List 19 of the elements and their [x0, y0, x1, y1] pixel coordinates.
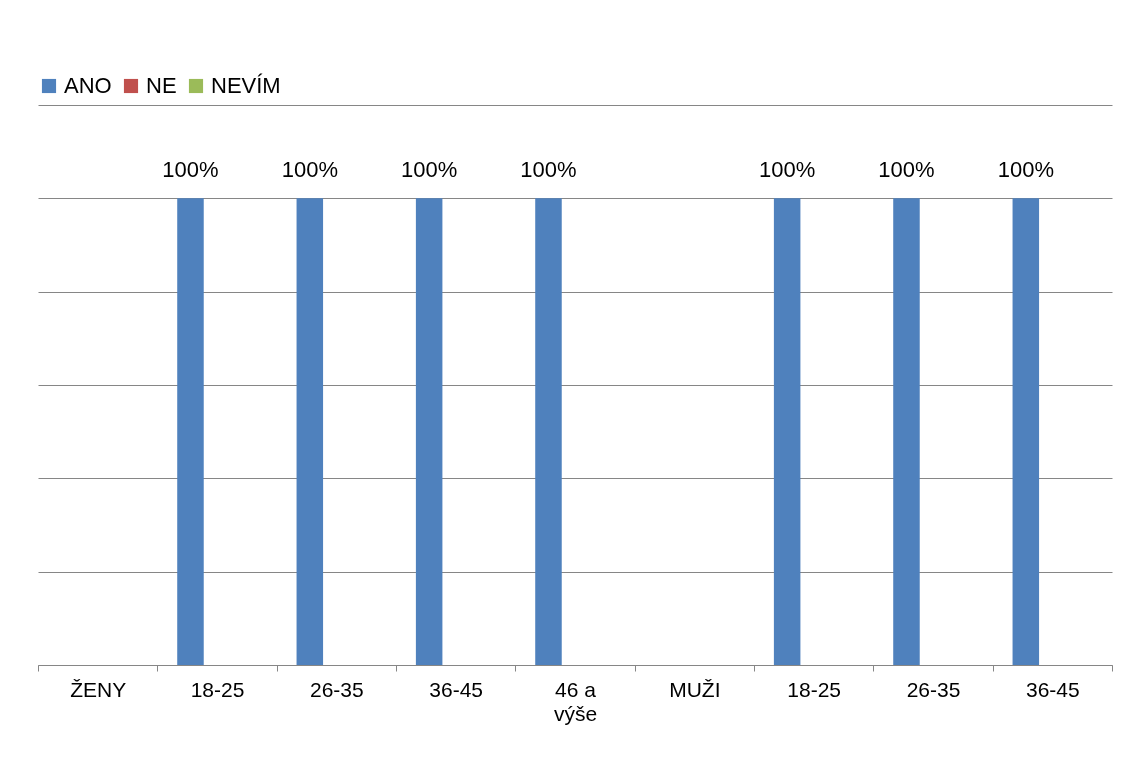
x-tick-label: 46 a výše	[553, 677, 598, 725]
x-tick-label: 26-35	[906, 677, 961, 701]
x-tick-label: 18-25	[190, 677, 245, 701]
data-label: 100%	[162, 157, 219, 183]
data-label: 100%	[401, 157, 458, 183]
x-tick-label: MUŽI	[669, 677, 721, 701]
data-label: 100%	[759, 157, 816, 183]
x-tick-label: 36-45	[1025, 677, 1080, 701]
x-tick-label: 18-25	[787, 677, 842, 701]
x-tick-label: 26-35	[309, 677, 364, 701]
data-label: 100%	[878, 157, 935, 183]
x-tick-label: 36-45	[429, 677, 484, 701]
legend-label: NE	[146, 73, 177, 98]
legend-label: NEVÍM	[211, 73, 281, 98]
data-label: 100%	[281, 157, 338, 183]
data-label: 100%	[997, 157, 1054, 183]
legend-label: ANO	[64, 73, 112, 98]
x-tick-label: ŽENY	[70, 677, 127, 701]
data-label: 100%	[520, 157, 577, 183]
